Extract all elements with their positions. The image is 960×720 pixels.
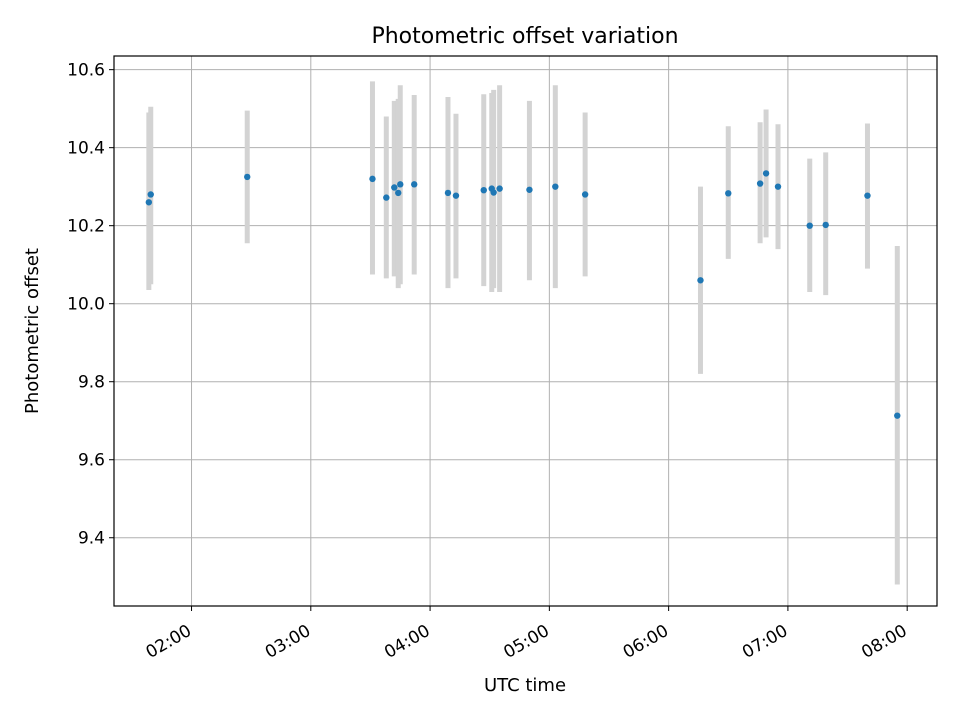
data-point: [496, 185, 503, 192]
y-tick-label: 10.4: [67, 139, 105, 159]
data-point: [806, 222, 813, 229]
data-point: [244, 173, 251, 181]
data-point: [490, 189, 497, 196]
data-point: [369, 175, 376, 183]
data-point: [894, 412, 901, 419]
data-point: [452, 192, 460, 199]
data-point: [147, 191, 154, 198]
data-point: [822, 221, 829, 229]
data-point: [774, 183, 782, 190]
y-axis-label: Photometric offset: [22, 248, 43, 414]
data-point: [756, 180, 764, 187]
data-point: [444, 189, 452, 197]
data-point: [762, 170, 770, 177]
data-points: [145, 170, 901, 419]
data-point: [526, 186, 533, 193]
grid-layer: [114, 56, 937, 606]
plot-area-frame: [113, 55, 938, 607]
data-point: [864, 192, 871, 199]
y-tick-label: 9.6: [78, 451, 105, 471]
data-point: [397, 181, 404, 188]
y-tick-label: 10.6: [67, 61, 105, 81]
data-point: [145, 199, 153, 206]
data-point: [480, 186, 487, 194]
y-tick-label: 10.2: [67, 217, 105, 237]
data-point: [383, 194, 390, 201]
chart-title: Photometric offset variation: [371, 24, 678, 49]
data-point: [391, 184, 398, 191]
data-point: [552, 183, 559, 190]
data-point: [725, 190, 732, 197]
data-point: [395, 189, 402, 197]
data-point: [697, 277, 704, 284]
y-tick-label: 9.8: [78, 373, 105, 393]
x-axis-label: UTC time: [484, 675, 566, 696]
y-tick-label: 10.0: [67, 295, 105, 315]
data-point: [581, 191, 589, 198]
data-point: [411, 181, 418, 188]
y-tick-label: 9.4: [78, 529, 105, 549]
